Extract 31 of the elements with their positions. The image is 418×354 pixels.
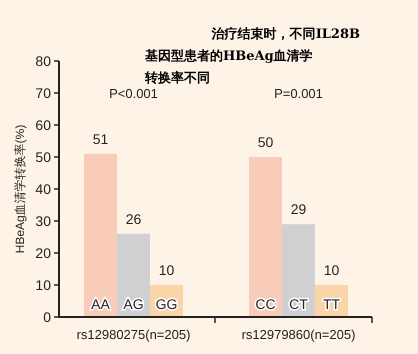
y-tick-label: 20 (35, 244, 52, 261)
data-label: 51 (92, 130, 108, 147)
y-tick-label: 0 (43, 308, 52, 325)
bar (117, 234, 150, 317)
y-tick-label: 30 (35, 212, 52, 229)
text: rs12979860(n=205) (242, 327, 356, 342)
text: rs12980275(n=205) (76, 327, 190, 342)
x-tick-label: CC (255, 296, 276, 312)
data-label: 10 (324, 262, 340, 278)
data-label: 50 (258, 134, 274, 150)
y-tick-label: 80 (35, 52, 52, 69)
data-label: 10 (158, 262, 174, 278)
y-axis-title: HBeAg血清学转换率(%) (13, 124, 27, 254)
bar (249, 157, 282, 317)
y-tick-label: 60 (35, 116, 52, 133)
data-label: 29 (290, 201, 306, 218)
y-tick-label: 40 (35, 180, 52, 197)
data-label: 26 (126, 210, 142, 227)
annotation: P=0.001 (274, 86, 323, 101)
chart-title: 治疗结束时，不同IL28B基因型患者的HBeAg血清学转换率不同 (144, 26, 360, 86)
annotation: P<0.001 (109, 86, 158, 101)
y-tick-label: 10 (35, 276, 52, 293)
y-tick-label: 50 (35, 148, 52, 165)
x-tick-label: CT (289, 296, 308, 312)
bar (84, 154, 117, 317)
x-tick-label: GG (156, 296, 178, 312)
y-tick-label: 70 (35, 84, 52, 101)
x-tick-label: AG (123, 296, 144, 312)
x-tick-label: TT (322, 296, 340, 312)
x-tick-label: AA (91, 296, 110, 312)
bar (282, 224, 315, 317)
